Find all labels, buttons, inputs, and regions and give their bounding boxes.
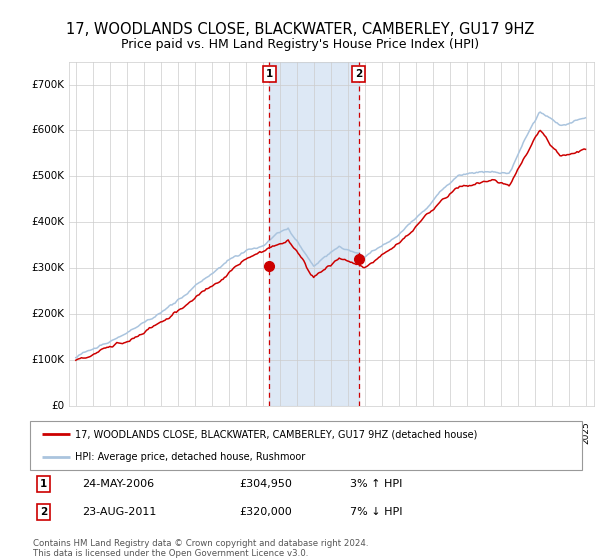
Text: 2019: 2019 — [479, 422, 488, 445]
Text: 2011: 2011 — [343, 422, 352, 445]
Text: 2007: 2007 — [275, 422, 284, 445]
Text: 2014: 2014 — [394, 422, 403, 444]
Text: 2022: 2022 — [530, 422, 539, 444]
Text: 2017: 2017 — [445, 422, 454, 445]
Text: £100K: £100K — [32, 355, 65, 365]
Text: £600K: £600K — [32, 125, 65, 136]
Text: Contains HM Land Registry data © Crown copyright and database right 2024.
This d: Contains HM Land Registry data © Crown c… — [33, 539, 368, 558]
Text: 1998: 1998 — [122, 422, 131, 445]
Text: 1: 1 — [40, 479, 47, 489]
Text: £400K: £400K — [32, 217, 65, 227]
Text: 23-AUG-2011: 23-AUG-2011 — [82, 507, 157, 517]
Bar — [269, 62, 359, 406]
Text: 2005: 2005 — [241, 422, 250, 445]
Text: 2002: 2002 — [190, 422, 199, 444]
Text: HPI: Average price, detached house, Rushmoor: HPI: Average price, detached house, Rush… — [75, 452, 305, 462]
Text: 2018: 2018 — [462, 422, 471, 445]
Text: 24-MAY-2006: 24-MAY-2006 — [82, 479, 155, 489]
Text: £304,950: £304,950 — [240, 479, 293, 489]
FancyBboxPatch shape — [30, 421, 582, 470]
Text: 2004: 2004 — [224, 422, 233, 444]
Text: 2024: 2024 — [564, 422, 573, 444]
Text: 2006: 2006 — [258, 422, 267, 445]
Text: £320,000: £320,000 — [240, 507, 293, 517]
Text: 2025: 2025 — [581, 422, 590, 444]
Text: 17, WOODLANDS CLOSE, BLACKWATER, CAMBERLEY, GU17 9HZ: 17, WOODLANDS CLOSE, BLACKWATER, CAMBERL… — [66, 22, 534, 38]
Text: 2012: 2012 — [360, 422, 369, 444]
Text: 2020: 2020 — [496, 422, 505, 444]
Text: 2016: 2016 — [428, 422, 437, 445]
Text: 2015: 2015 — [411, 422, 420, 445]
Text: 1995: 1995 — [71, 422, 80, 445]
Text: 1997: 1997 — [105, 422, 114, 445]
Text: 2021: 2021 — [513, 422, 522, 444]
Text: 2009: 2009 — [309, 422, 318, 445]
Text: £200K: £200K — [32, 309, 65, 319]
Text: £300K: £300K — [32, 263, 65, 273]
Text: 17, WOODLANDS CLOSE, BLACKWATER, CAMBERLEY, GU17 9HZ (detached house): 17, WOODLANDS CLOSE, BLACKWATER, CAMBERL… — [75, 430, 478, 440]
Text: 2023: 2023 — [547, 422, 556, 444]
Text: 2010: 2010 — [326, 422, 335, 445]
Text: 1996: 1996 — [88, 422, 97, 445]
Text: £500K: £500K — [32, 171, 65, 181]
Text: 2003: 2003 — [207, 422, 216, 445]
Text: 2000: 2000 — [156, 422, 165, 445]
Text: 1999: 1999 — [139, 422, 148, 445]
Text: 1: 1 — [266, 69, 273, 78]
Text: £700K: £700K — [32, 80, 65, 90]
Text: £0: £0 — [52, 401, 65, 411]
Text: Price paid vs. HM Land Registry's House Price Index (HPI): Price paid vs. HM Land Registry's House … — [121, 38, 479, 50]
Text: 7% ↓ HPI: 7% ↓ HPI — [350, 507, 403, 517]
Text: 2008: 2008 — [292, 422, 301, 445]
Text: 2013: 2013 — [377, 422, 386, 445]
Text: 3% ↑ HPI: 3% ↑ HPI — [350, 479, 403, 489]
Text: 2001: 2001 — [173, 422, 182, 445]
Text: 2: 2 — [40, 507, 47, 517]
Text: 2: 2 — [355, 69, 362, 78]
